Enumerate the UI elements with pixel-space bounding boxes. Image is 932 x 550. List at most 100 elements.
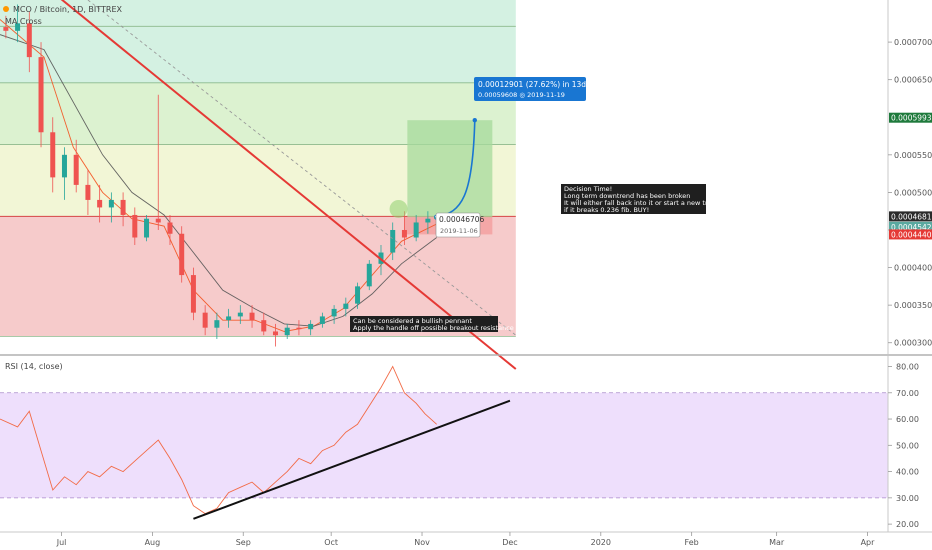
price-badge-label: 0.00044409: [891, 230, 932, 239]
decision-line-2: Long term downtrend has been broken: [564, 192, 690, 200]
target-callout-line1: 0.00012901 (27.62%) in 13d: [478, 80, 586, 89]
candle-body: [319, 316, 325, 324]
candle-body: [214, 320, 220, 328]
price-badge-label: 0.00059939: [891, 114, 932, 123]
rsi-line: [0, 365, 438, 515]
time-tick-label: Feb: [685, 538, 699, 547]
price-tag-value: 0.00046706: [439, 215, 485, 224]
candle-body: [85, 184, 91, 200]
time-tick-label: Dec: [502, 538, 517, 547]
time-tick-label: Mar: [769, 538, 785, 547]
rsi-pane: [0, 365, 888, 520]
rsi-axis[interactable]: 20.00 30.00 40.00 50.00 60.00 70.00 80.00: [888, 363, 919, 530]
rsi-tick-label: 30.00: [896, 494, 919, 503]
ma_fast-line: [0, 19, 437, 332]
candle-body: [15, 23, 21, 31]
candle-body: [108, 199, 114, 208]
time-tick-label: Aug: [145, 538, 161, 547]
study-label[interactable]: MA Cross: [5, 17, 42, 26]
pennant-note-box: [350, 316, 498, 332]
ma_slow-line: [0, 34, 437, 327]
decision-line-3: It will either fall back into it or star…: [564, 199, 720, 207]
time-tick-label: 2020: [591, 538, 611, 547]
target-callout-line2: 0.00059608 ◎ 2019-11-19: [478, 91, 565, 99]
candle-body: [190, 275, 196, 313]
price-tag-date: 2019-11-06: [440, 227, 478, 235]
rsi-tick-label: 20.00: [896, 520, 919, 529]
target-box: [407, 120, 493, 218]
candle-body: [413, 222, 419, 238]
candle-body: [26, 23, 32, 58]
rsi-label[interactable]: RSI (14, close): [5, 362, 63, 371]
pennant-line-2: Apply the handle off possible breakout r…: [353, 324, 514, 332]
candle-body: [61, 154, 67, 178]
time-tick-label: Jul: [56, 538, 67, 547]
price-tick-label: 0.00040000: [894, 264, 932, 273]
candle-body: [226, 316, 232, 321]
price-tick-label: 0.00030000: [894, 339, 932, 348]
candle-body: [401, 229, 407, 238]
symbol-title[interactable]: MCO / Bitcoin, 1D, BITTREX: [13, 5, 123, 14]
candles: [3, 4, 440, 347]
candle-body: [237, 312, 243, 317]
candle-body: [38, 57, 44, 133]
candle-body: [50, 132, 56, 178]
rsi-tick-label: 40.00: [896, 468, 919, 477]
time-tick-label: Sep: [236, 538, 251, 547]
price-badge-label: 0.00046810: [891, 212, 932, 221]
fib-band-3: [0, 26, 516, 83]
price-pane: [0, 0, 517, 370]
candle-body: [202, 312, 208, 328]
price-tick-label: 0.00065000: [894, 76, 932, 85]
rsi-trendline: [193, 399, 511, 520]
symbol-dot-icon: [3, 6, 9, 12]
price-badge: [889, 229, 932, 240]
candle-body: [97, 199, 103, 208]
rsi-tick-label: 70.00: [896, 389, 919, 398]
dashed-trendline: [87, 0, 517, 336]
fib-band-top: [0, 0, 516, 27]
price-badge: [889, 221, 932, 232]
decision-note-box: [561, 184, 706, 214]
price-tick-label: 0.00070000: [894, 38, 932, 47]
rsi-band: [0, 392, 888, 498]
price-tick-label: 0.00050000: [894, 188, 932, 197]
candle-body: [249, 312, 255, 321]
target-callout: 0.00012901 (27.62%) in 13d 0.00059608 ◎ …: [474, 77, 586, 101]
price-tag: 0.00046706 2019-11-06: [435, 212, 485, 238]
price-axis[interactable]: 0.000300000.000350000.000400000.00045000…: [888, 38, 932, 348]
candle-body: [167, 222, 173, 234]
candle-body: [331, 308, 337, 317]
candle-body: [366, 263, 372, 287]
candle-body: [355, 286, 361, 304]
candle-body: [73, 154, 79, 185]
candle-body: [155, 218, 161, 223]
candle-body: [261, 320, 267, 332]
candle-body: [3, 27, 9, 31]
candle-body: [132, 214, 138, 238]
candle-body: [343, 303, 349, 309]
candle-body: [144, 218, 150, 238]
time-tick-label: Oct: [324, 538, 338, 547]
rsi-tick-label: 60.00: [896, 415, 919, 424]
downtrend-line: [60, 0, 517, 370]
candle-body: [425, 218, 431, 223]
price-tick-label: 0.00035000: [894, 301, 932, 310]
price-tag-box: [435, 212, 481, 238]
price-tick-label: 0.00055000: [894, 151, 932, 160]
time-axis[interactable]: Jul Aug Sep Oct Nov Dec 2020 Feb Mar Apr: [56, 532, 875, 547]
rsi-tick-label: 50.00: [896, 441, 919, 450]
decision-line-1: Decision Time!: [564, 185, 612, 193]
candle-body: [179, 233, 185, 276]
time-tick-label: Apr: [861, 538, 876, 547]
rsi-tick-label: 80.00: [896, 363, 919, 372]
pennant-line-1: Can be considered a bullish pennant: [353, 317, 472, 325]
price-badge: [889, 211, 932, 222]
candle-body: [120, 199, 126, 215]
candle-body: [390, 229, 396, 253]
breakout-marker: [389, 199, 408, 218]
decision-line-4: if it breaks 0.236 fib. BUY!: [564, 206, 649, 214]
decision-note: Decision Time! Long term downtrend has b…: [561, 184, 720, 214]
time-tick-label: Nov: [414, 538, 430, 547]
